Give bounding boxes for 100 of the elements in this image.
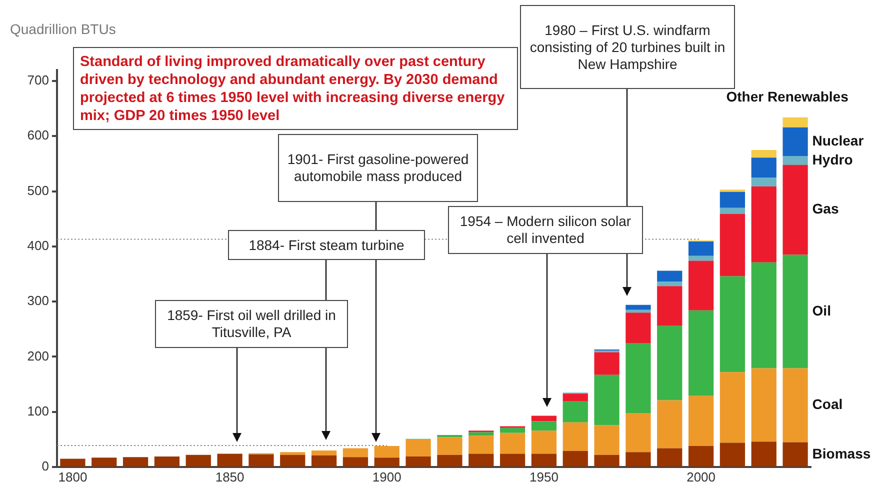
bar [720, 276, 746, 372]
bar [782, 442, 808, 466]
bar [720, 372, 746, 443]
bar [406, 439, 431, 457]
callout-box: 1980 – First U.S. windfarm consisting of 20 turbines built in New Hampshire [520, 5, 735, 89]
bar [562, 394, 588, 402]
bar [311, 455, 337, 466]
y-tick-label: 600 [27, 128, 49, 143]
x-tick-label: 1850 [215, 469, 244, 484]
x-tick-label: 1800 [58, 469, 88, 484]
y-tick-label: 300 [27, 293, 49, 308]
annotation: 1980 – First U.S. windfarm consisting of 20 turbines built in New Hampshire [528, 22, 726, 72]
series-label: Nuclear [812, 132, 864, 149]
bar [657, 282, 682, 286]
bar [500, 428, 526, 433]
bar [154, 456, 180, 466]
bar [751, 368, 776, 442]
callout-box: Standard of living improved dramatically over past century driven by technology and abundant energy. By 2030 demand projected at 6 times 1950 level with increasing diverse energy mix; GDP 20 times 1950 level [73, 47, 518, 130]
annotation: Standard of living improved dramatically over past century driven by technology and abundant energy. By 2030 demand projected at 6 times 1950 level with increasing diverse energy mix; GDP 20 times 1950 level [80, 52, 506, 124]
bar [468, 454, 494, 466]
bar [751, 262, 776, 368]
bar [751, 150, 776, 158]
bar [562, 401, 588, 422]
bar [60, 458, 86, 466]
bar [657, 326, 682, 400]
bar [531, 430, 557, 454]
y-tick-label: 700 [27, 72, 49, 88]
bar [594, 374, 620, 426]
bar [437, 454, 462, 466]
annotation: 1901- First gasoline-powered automobile mass produced [286, 151, 470, 185]
x-tick-label: 1950 [529, 469, 558, 484]
series-label: Other Renewables [726, 88, 849, 104]
bar [406, 456, 431, 466]
bar [122, 457, 148, 466]
bar [720, 192, 746, 208]
bar [500, 432, 526, 454]
bar [562, 422, 588, 452]
series-label: Oil [812, 302, 831, 318]
callout-box: 1901- First gasoline-powered automobile mass produced [278, 134, 478, 202]
y-tick-label: 0 [42, 458, 49, 474]
bar [531, 454, 557, 466]
bar [720, 214, 746, 276]
bar [751, 178, 776, 186]
bar [657, 286, 682, 326]
bar [751, 186, 776, 262]
bar [594, 454, 620, 466]
series-label: Biomass [812, 445, 871, 462]
bar [688, 256, 714, 261]
bar [688, 396, 714, 446]
callout-box: 1954 – Modern silicon solar cell invented [448, 206, 643, 254]
bar [626, 342, 651, 413]
bar [782, 127, 808, 156]
bar [594, 352, 620, 375]
bar [280, 452, 306, 455]
bar [782, 156, 808, 165]
y-axis-title: Quadrillion BTUs [10, 21, 116, 37]
bar [626, 312, 651, 343]
bar [342, 457, 368, 466]
bar [468, 436, 494, 454]
bar [92, 458, 117, 466]
x-tick-label: 1900 [372, 469, 402, 484]
bar [342, 448, 368, 458]
bar [657, 270, 682, 282]
y-tick-label: 100 [27, 403, 49, 418]
bar [657, 400, 682, 448]
bar [374, 458, 400, 466]
y-tick-label: 200 [27, 348, 49, 364]
bar [782, 164, 808, 255]
bar [562, 451, 588, 466]
y-tick-label: 500 [27, 182, 49, 198]
bar [217, 454, 242, 466]
bar [468, 432, 494, 436]
bar [782, 254, 808, 368]
x-tick-label: 2000 [686, 469, 716, 484]
bar [626, 452, 651, 466]
bar [248, 454, 274, 466]
bar [500, 454, 526, 466]
bar [688, 310, 714, 396]
series-label: Coal [812, 396, 843, 412]
bar [626, 304, 651, 310]
annotation: 1954 – Modern silicon solar cell invented [458, 213, 632, 247]
bar [531, 416, 557, 422]
bar [688, 241, 714, 256]
callout-box: 1884- First steam turbine [228, 230, 425, 260]
bar [751, 158, 776, 178]
bar [782, 117, 808, 128]
bar [311, 450, 337, 456]
bar [626, 310, 651, 313]
bar [437, 437, 462, 455]
bar [626, 412, 651, 452]
series-label: Gas [812, 200, 839, 217]
bar [186, 454, 211, 466]
bar [280, 454, 306, 466]
bar [657, 448, 682, 466]
bar [720, 208, 746, 214]
y-tick-label: 400 [27, 238, 49, 254]
bar [751, 442, 776, 466]
series-label: Hydro [812, 151, 853, 168]
bar [782, 368, 808, 442]
callout-box: 1859- First oil well drilled in Titusville, PA [155, 300, 348, 348]
